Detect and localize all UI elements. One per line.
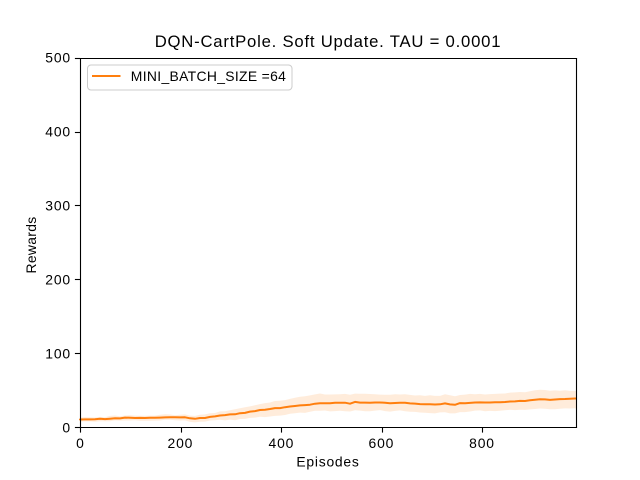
svg-text:DQN-CartPole. Soft Update. TAU: DQN-CartPole. Soft Update. TAU = 0.0001 xyxy=(155,32,502,51)
svg-text:600: 600 xyxy=(369,435,395,451)
svg-text:400: 400 xyxy=(45,124,71,140)
svg-text:100: 100 xyxy=(45,346,71,362)
svg-text:0: 0 xyxy=(62,420,71,436)
svg-text:200: 200 xyxy=(45,272,71,288)
svg-text:Episodes: Episodes xyxy=(296,454,359,470)
svg-text:800: 800 xyxy=(469,435,495,451)
svg-text:200: 200 xyxy=(168,435,194,451)
svg-text:400: 400 xyxy=(269,435,295,451)
svg-text:Rewards: Rewards xyxy=(23,216,39,273)
svg-text:300: 300 xyxy=(45,198,71,214)
svg-text:500: 500 xyxy=(45,50,71,66)
svg-text:MINI_BATCH_SIZE =64: MINI_BATCH_SIZE =64 xyxy=(131,68,286,84)
svg-text:0: 0 xyxy=(76,435,85,451)
